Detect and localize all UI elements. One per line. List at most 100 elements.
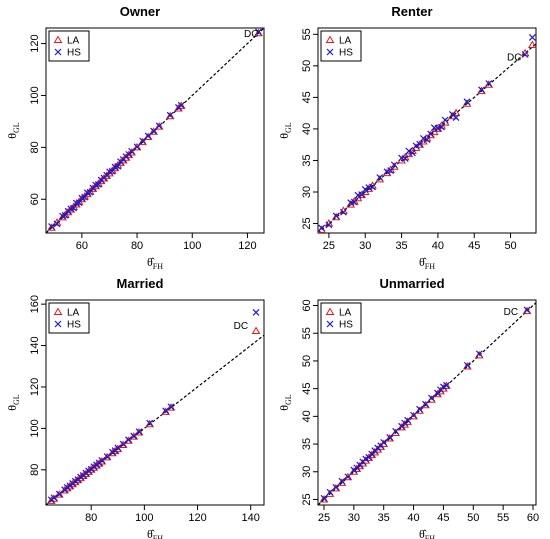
- data-point-hs: [114, 162, 122, 170]
- data-point-la: [132, 142, 142, 151]
- x-tick-label: 50: [504, 240, 516, 252]
- data-point-hs: [98, 457, 106, 464]
- data-point-hs: [150, 127, 158, 135]
- data-point-la: [143, 132, 153, 140]
- legend-label-hs: HS: [67, 48, 81, 59]
- legend-marker-hs: [54, 48, 62, 56]
- data-point-hs: [332, 483, 340, 491]
- data-point-la: [68, 479, 77, 488]
- y-tick-label: 35: [301, 154, 313, 166]
- x-tick-label: 40: [432, 240, 444, 252]
- y-tick-label: 25: [301, 493, 313, 505]
- data-point-la: [113, 444, 123, 453]
- x-tick-label: 45: [468, 240, 480, 252]
- data-point-hs: [478, 86, 485, 94]
- x-tick-label: 60: [76, 240, 88, 252]
- data-point-hs: [75, 199, 83, 207]
- series-la: [317, 40, 537, 233]
- legend-label-la: LA: [339, 36, 352, 47]
- data-point-la: [127, 148, 136, 156]
- data-point-hs: [332, 212, 340, 220]
- x-tick-label: 30: [359, 240, 371, 252]
- x-axis-label: θ̂FH: [419, 527, 435, 539]
- legend-label-la: LA: [67, 308, 80, 319]
- panel-title: Unmarried: [379, 276, 444, 291]
- x-tick-label: 120: [238, 240, 256, 252]
- y-tick-label: 25: [301, 217, 313, 229]
- data-point-hs: [369, 183, 376, 191]
- legend-box: [320, 30, 362, 62]
- data-point-hs: [350, 198, 358, 206]
- panel-renter: Renter 25 30 35 40 45 50 25 30 35 40 45 50 55 θ̂FH θGL D…: [277, 4, 537, 271]
- data-point-la: [527, 40, 537, 49]
- reference-line: [317, 43, 537, 234]
- data-point-la: [385, 434, 395, 442]
- y-axis-label: θGL: [277, 122, 293, 139]
- data-point-hs: [410, 411, 417, 419]
- data-point-hs: [325, 221, 333, 229]
- y-axis-label: θGL: [5, 394, 21, 411]
- data-point-hs: [409, 149, 416, 157]
- data-point-la: [477, 86, 486, 95]
- data-point-la: [254, 28, 263, 37]
- legend-box: [48, 30, 90, 62]
- data-point-hs: [434, 124, 442, 132]
- y-tick-label: 35: [301, 438, 313, 450]
- data-point-la: [149, 127, 158, 135]
- panel-title: Renter: [391, 4, 432, 19]
- data-point-la: [129, 432, 139, 440]
- data-point-la: [124, 436, 133, 444]
- data-point-hs: [252, 308, 260, 316]
- panel-title: Married: [117, 276, 164, 291]
- data-point-la: [102, 452, 112, 461]
- data-point-hs: [86, 188, 94, 196]
- data-point-hs: [404, 416, 412, 424]
- reference-line: [317, 302, 537, 506]
- y-tick-label: 140: [29, 336, 41, 354]
- y-tick-label: 80: [29, 141, 41, 153]
- data-point-la: [522, 306, 532, 315]
- data-point-hs: [130, 432, 138, 440]
- data-point-hs: [162, 407, 170, 415]
- data-point-hs: [423, 136, 431, 144]
- data-point-la: [145, 419, 155, 428]
- x-axis-label: θ̂FH: [147, 527, 163, 539]
- data-point-hs: [166, 111, 174, 119]
- x-tick-label: 120: [188, 512, 206, 524]
- data-point-hs: [442, 381, 450, 389]
- data-point-la: [138, 137, 147, 146]
- data-point-la: [462, 361, 472, 370]
- data-point-hs: [344, 473, 352, 481]
- data-point-la: [54, 490, 64, 498]
- data-point-hs: [340, 208, 347, 216]
- dc-annotation: DC: [504, 307, 518, 318]
- data-point-la: [484, 80, 494, 88]
- data-point-hs: [139, 137, 147, 145]
- x-tick-label: 100: [135, 512, 153, 524]
- data-point-hs: [390, 161, 398, 169]
- plot-frame: [45, 299, 265, 506]
- y-tick-label: 40: [301, 410, 313, 422]
- x-axis-label: θ̂FH: [419, 255, 435, 271]
- data-point-la: [154, 122, 164, 130]
- x-axis-label: θ̂FH: [147, 255, 163, 271]
- x-tick-label: 35: [378, 512, 390, 524]
- data-point-hs: [358, 191, 366, 198]
- data-point-hs: [103, 453, 111, 460]
- legend-marker-la: [325, 307, 335, 315]
- data-point-hs: [427, 130, 435, 138]
- data-point-hs: [412, 142, 420, 150]
- legend-label-la: LA: [339, 308, 352, 319]
- x-tick-label: 55: [497, 512, 509, 524]
- legend-marker-hs: [326, 48, 334, 56]
- data-point-la: [161, 407, 171, 415]
- legend-label-hs: HS: [339, 48, 353, 59]
- plot-frame: [317, 299, 537, 506]
- data-point-hs: [485, 80, 493, 87]
- data-point-la: [134, 428, 144, 436]
- data-point-hs: [386, 433, 394, 441]
- x-tick-label: 50: [467, 512, 479, 524]
- x-tick-label: 40: [407, 512, 419, 524]
- data-point-hs: [50, 494, 58, 502]
